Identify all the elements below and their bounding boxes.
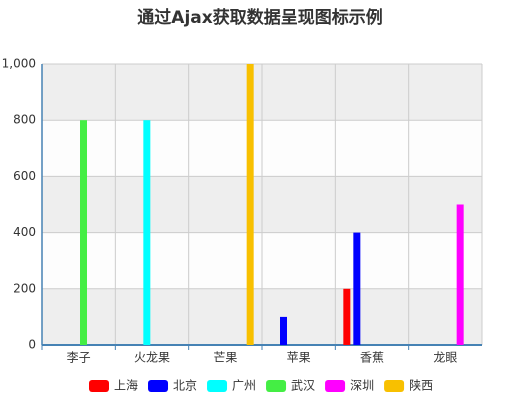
legend-label: 陕西 (409, 378, 433, 393)
x-tick-label: 火龙果 (134, 351, 170, 365)
legend-label: 广州 (232, 379, 256, 393)
x-tick-label: 龙眼 (433, 351, 457, 365)
legend-swatch (89, 380, 109, 392)
bar (80, 120, 87, 345)
legend-label: 深圳 (350, 379, 374, 393)
legend-swatch (207, 380, 228, 392)
legend-label: 北京 (173, 379, 197, 393)
y-tick-label: 400 (13, 225, 36, 239)
x-tick-label: 香蕉 (360, 351, 384, 365)
y-tick-label: 1,000 (2, 57, 36, 71)
legend-swatch (325, 380, 346, 392)
chart-title: 通过Ajax获取数据呈现图标示例 (137, 7, 382, 28)
legend-swatch (148, 380, 169, 392)
bar (353, 232, 361, 345)
legend-swatch (384, 380, 405, 392)
bar (246, 64, 254, 345)
y-tick-label: 600 (13, 169, 36, 183)
legend-label: 上海 (114, 378, 138, 393)
x-tick-label: 李子 (67, 350, 91, 365)
x-tick-label: 芒果 (213, 350, 237, 365)
y-tick-label: 200 (13, 281, 36, 295)
legend-swatch (266, 380, 287, 392)
x-tick-label: 苹果 (287, 351, 311, 365)
bar (280, 316, 287, 345)
legend-label: 武汉 (291, 379, 315, 393)
y-tick-label: 800 (13, 113, 36, 127)
y-tick-label: 0 (28, 338, 36, 352)
bar (143, 120, 151, 345)
bar (343, 288, 351, 345)
bar (456, 204, 464, 345)
